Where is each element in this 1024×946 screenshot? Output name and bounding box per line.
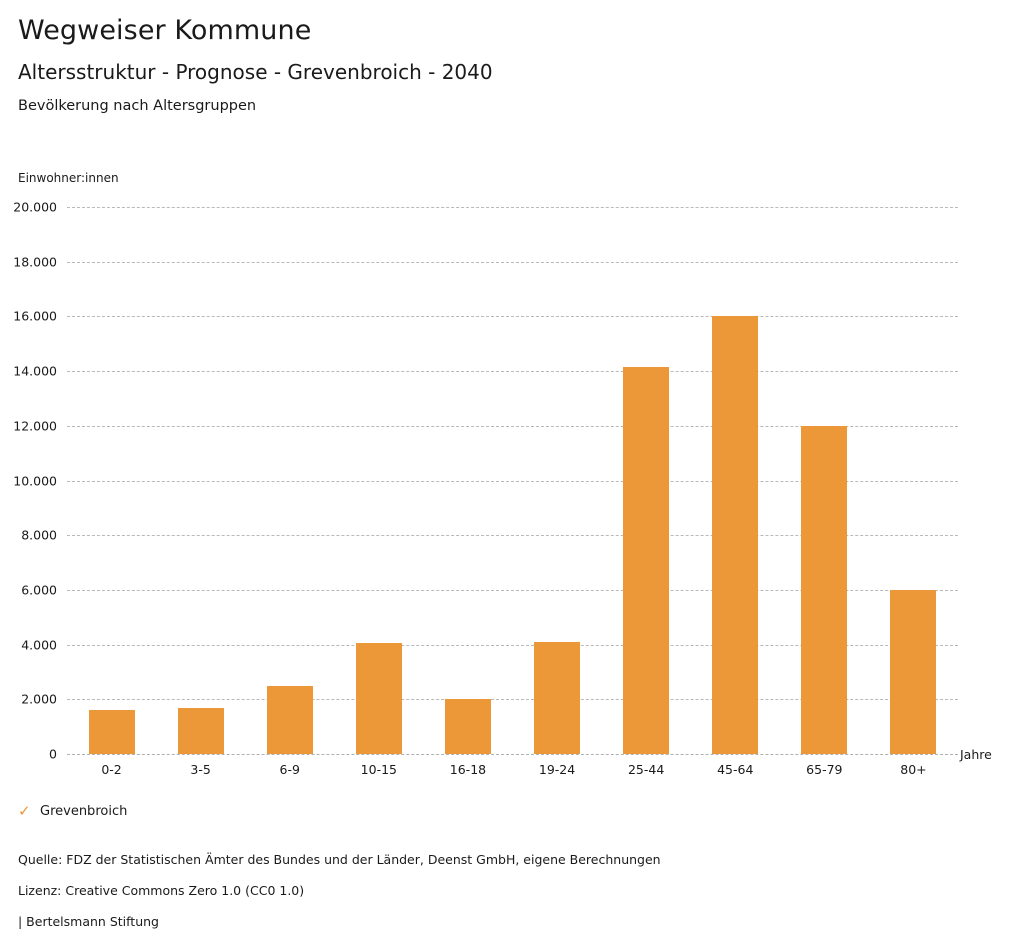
bar[interactable] [890,589,937,754]
gridline [67,699,958,701]
x-axis-tick-label: 19-24 [538,762,576,777]
y-axis-tick-label: 12.000 [13,418,57,434]
y-axis-tick-label: 14.000 [13,363,57,379]
page-title: Wegweiser Kommune [18,15,312,46]
x-axis-tick-label: 16-18 [449,762,487,777]
y-axis-tick-label: 18.000 [13,254,57,270]
x-axis-tick-label: 6-9 [279,762,300,777]
bar[interactable] [266,685,313,754]
x-axis-tick-label: 0-2 [101,762,122,777]
gridline [67,589,958,591]
gridline [67,207,958,208]
y-axis-tick-label: 2.000 [21,691,57,707]
chart-footer: Quelle: FDZ der Statistischen Ämter des … [18,844,661,937]
x-axis-tick-label: 25-44 [627,762,665,777]
y-axis-tick-label: 4.000 [21,637,57,653]
bar[interactable] [801,425,848,754]
x-axis-title: Jahre [960,747,992,762]
chart-subtitle: Altersstruktur - Prognose - Grevenbroich… [18,60,493,84]
y-axis-tick-label: 8.000 [21,527,57,543]
y-axis-title: Einwohner:innen [18,171,119,185]
x-axis-tick-label: 45-64 [717,762,754,777]
legend-item-label: Grevenbroich [40,804,128,819]
chart-legend[interactable]: ✓ Grevenbroich [18,802,128,820]
gridline [67,371,958,373]
bar[interactable] [534,642,581,754]
y-axis-tick-label: 10.000 [13,473,57,488]
gridline [67,644,958,646]
x-axis-tick-label: 80+ [900,762,927,777]
plot-area [67,207,958,755]
y-axis-tick-label: 6.000 [21,582,57,598]
bar[interactable] [88,709,135,754]
chart-header: Wegweiser Kommune Altersstruktur - Progn… [18,14,493,116]
source-note: Quelle: FDZ der Statistischen Ämter des … [18,852,661,867]
gridline [67,480,958,482]
chart-caption: Bevölkerung nach Altersgruppen [18,98,257,114]
bar[interactable] [177,707,224,754]
bar[interactable] [444,699,491,754]
y-axis-tick-label: 0 [49,746,57,762]
x-axis-tick-label: 3-5 [190,762,211,777]
x-axis-tick-label: 65-79 [806,762,843,777]
bar[interactable] [712,316,759,754]
y-axis-tick-label: 16.000 [13,308,57,324]
license-note: Lizenz: Creative Commons Zero 1.0 (CC0 1… [18,883,305,898]
publisher-note: | Bertelsmann Stiftung [18,914,159,929]
gridline [67,261,958,263]
gridline [67,535,958,537]
gridline [67,754,958,755]
check-icon: ✓ [18,802,31,820]
x-axis-tick-label: 10-15 [360,762,398,777]
gridline [67,316,958,318]
bar[interactable] [355,643,402,754]
y-axis-tick-label: 20.000 [13,199,57,215]
gridline [67,425,958,427]
bar[interactable] [623,367,670,754]
